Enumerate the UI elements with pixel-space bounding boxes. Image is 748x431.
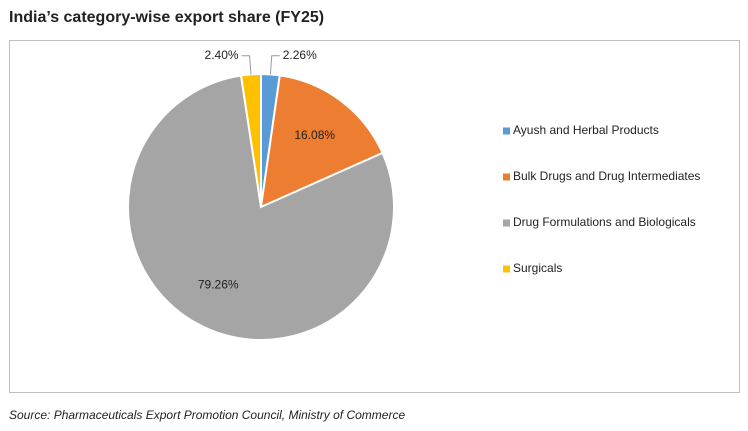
legend-swatch [503, 173, 510, 181]
legend-swatch [503, 219, 510, 227]
data-label: 16.08% [294, 128, 335, 142]
legend-swatch [503, 265, 510, 273]
pie-slice [259, 74, 384, 209]
legend-swatch [503, 127, 510, 135]
data-label: 79.26% [198, 277, 239, 291]
data-label: 2.40% [205, 48, 239, 62]
legend-label: Drug Formulations and Biologicals [513, 215, 696, 229]
legend-label: Surgicals [513, 261, 562, 275]
leader-line [241, 55, 252, 75]
chart-frame [9, 40, 740, 393]
source-note: Source: Pharmaceuticals Export Promotion… [9, 408, 405, 422]
legend-label: Bulk Drugs and Drug Intermediates [513, 169, 700, 183]
chart-title: India’s category-wise export share (FY25… [9, 9, 324, 26]
leader-line [269, 55, 280, 75]
legend-label: Ayush and Herbal Products [513, 123, 659, 137]
pie-slice [127, 74, 395, 341]
data-label: 2.26% [283, 48, 317, 62]
